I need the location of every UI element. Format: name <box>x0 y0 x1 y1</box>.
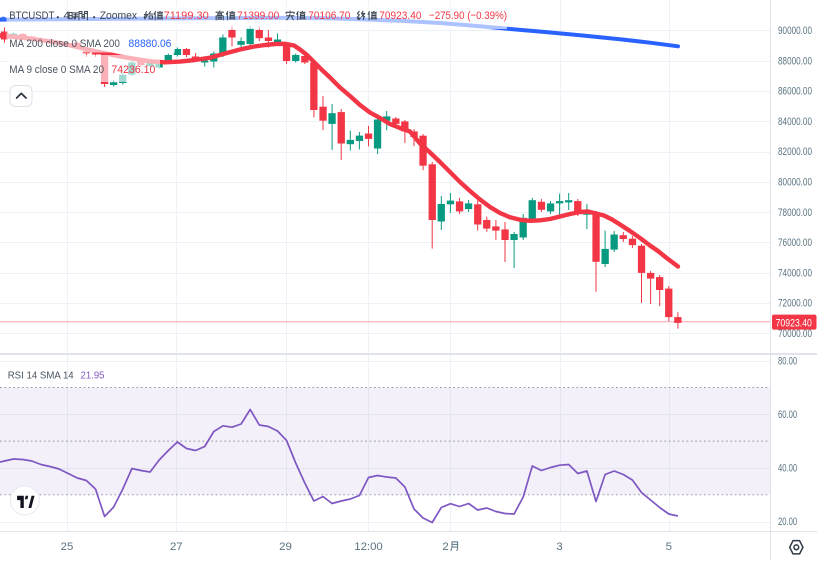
svg-text:29: 29 <box>279 541 292 553</box>
svg-text:74236.10: 74236.10 <box>111 64 155 76</box>
svg-text:78000.00: 78000.00 <box>778 207 812 219</box>
svg-text:71399.00: 71399.00 <box>237 10 279 22</box>
svg-text:MA 9 close 0 SMA 20: MA 9 close 0 SMA 20 <box>9 64 104 76</box>
svg-text:RSI 14 SMA 14: RSI 14 SMA 14 <box>8 370 74 382</box>
svg-text:Zoomex: Zoomex <box>100 10 138 22</box>
svg-text:40.00: 40.00 <box>778 463 797 475</box>
svg-text:2: 2 <box>442 541 448 553</box>
svg-text:27: 27 <box>170 541 183 553</box>
svg-text:80000.00: 80000.00 <box>778 177 812 189</box>
svg-text:72000.00: 72000.00 <box>778 298 812 310</box>
svg-text:76000.00: 76000.00 <box>778 237 812 249</box>
svg-text:70923.40: 70923.40 <box>379 10 421 22</box>
svg-text:90000.00: 90000.00 <box>778 25 812 37</box>
svg-text:88880.06: 88880.06 <box>129 38 172 50</box>
svg-text:70000.00: 70000.00 <box>778 328 812 340</box>
svg-text:4: 4 <box>64 10 70 22</box>
svg-text:86000.00: 86000.00 <box>778 86 812 98</box>
svg-text:71199.30: 71199.30 <box>164 10 209 22</box>
svg-text:80.00: 80.00 <box>778 355 797 367</box>
svg-text:60.00: 60.00 <box>778 409 797 421</box>
svg-text:82000.00: 82000.00 <box>778 146 812 158</box>
svg-text:12:00: 12:00 <box>354 541 383 553</box>
svg-text:21.95: 21.95 <box>81 370 105 382</box>
svg-text:88000.00: 88000.00 <box>778 55 812 67</box>
svg-text:5: 5 <box>666 541 672 553</box>
svg-text:20.00: 20.00 <box>778 516 797 528</box>
svg-text:3: 3 <box>556 541 562 553</box>
svg-text:84000.00: 84000.00 <box>778 116 812 128</box>
svg-text:BTCUSDT: BTCUSDT <box>9 10 54 22</box>
svg-text:25: 25 <box>61 541 74 553</box>
svg-text:74000.00: 74000.00 <box>778 267 812 279</box>
svg-text:70106.70: 70106.70 <box>308 10 350 22</box>
svg-text:MA 200 close 0 SMA 200: MA 200 close 0 SMA 200 <box>9 38 120 50</box>
svg-text:70923.40: 70923.40 <box>776 317 812 329</box>
svg-text:−275.90 (−0.39%): −275.90 (−0.39%) <box>429 10 507 22</box>
